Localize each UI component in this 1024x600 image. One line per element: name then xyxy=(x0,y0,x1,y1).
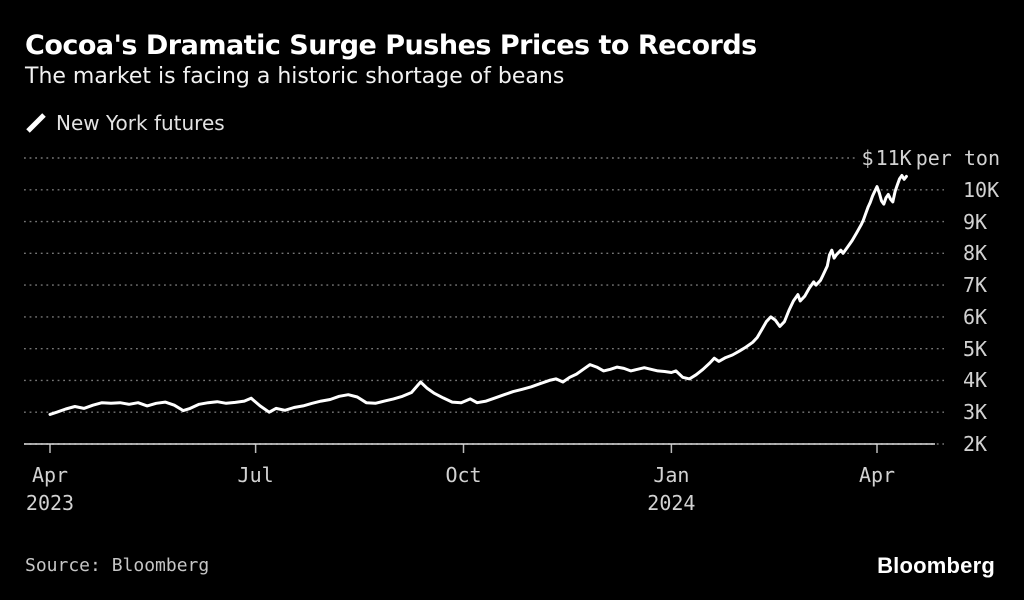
legend-label: New York futures xyxy=(56,111,225,135)
source-note: Source: Bloomberg xyxy=(25,555,210,576)
x-tick-year-2023: 2023 xyxy=(25,491,75,515)
x-tick-year-2024: 2024 xyxy=(647,491,696,515)
legend: New York futures xyxy=(25,111,225,135)
y-tick-label-2K: 2K xyxy=(963,432,988,456)
y-tick-label-9K: 9K xyxy=(963,209,988,234)
y-tick-label-5K: 5K xyxy=(963,336,988,361)
price-line-series xyxy=(48,174,908,416)
y-tick-label-8K: 8K xyxy=(963,241,988,266)
x-tick-label-Jul: Jul xyxy=(237,463,274,487)
y-tick-label-3K: 3K xyxy=(963,400,988,425)
x-tick-label-Oct: Oct xyxy=(445,463,482,487)
y-tick-label-4K: 4K xyxy=(963,368,988,393)
bloomberg-logo: Bloomberg xyxy=(877,553,995,578)
y-tick-label-10K: 10K xyxy=(963,177,1000,202)
y-tick-label-6K: 6K xyxy=(963,304,988,329)
x-tick-label-Apr: Apr xyxy=(31,463,69,487)
y-tick-label-7K: 7K xyxy=(963,273,988,298)
line-series-icon xyxy=(26,113,46,133)
chart-subtitle: The market is facing a historic shortage… xyxy=(25,64,565,89)
x-tick-label-Apr: Apr xyxy=(858,463,896,487)
chart-title: Cocoa's Dramatic Surge Pushes Prices to … xyxy=(25,30,757,61)
x-tick-label-Jan: Jan xyxy=(653,463,690,487)
y-tick-label-11K: $11K per ton xyxy=(861,146,1000,170)
